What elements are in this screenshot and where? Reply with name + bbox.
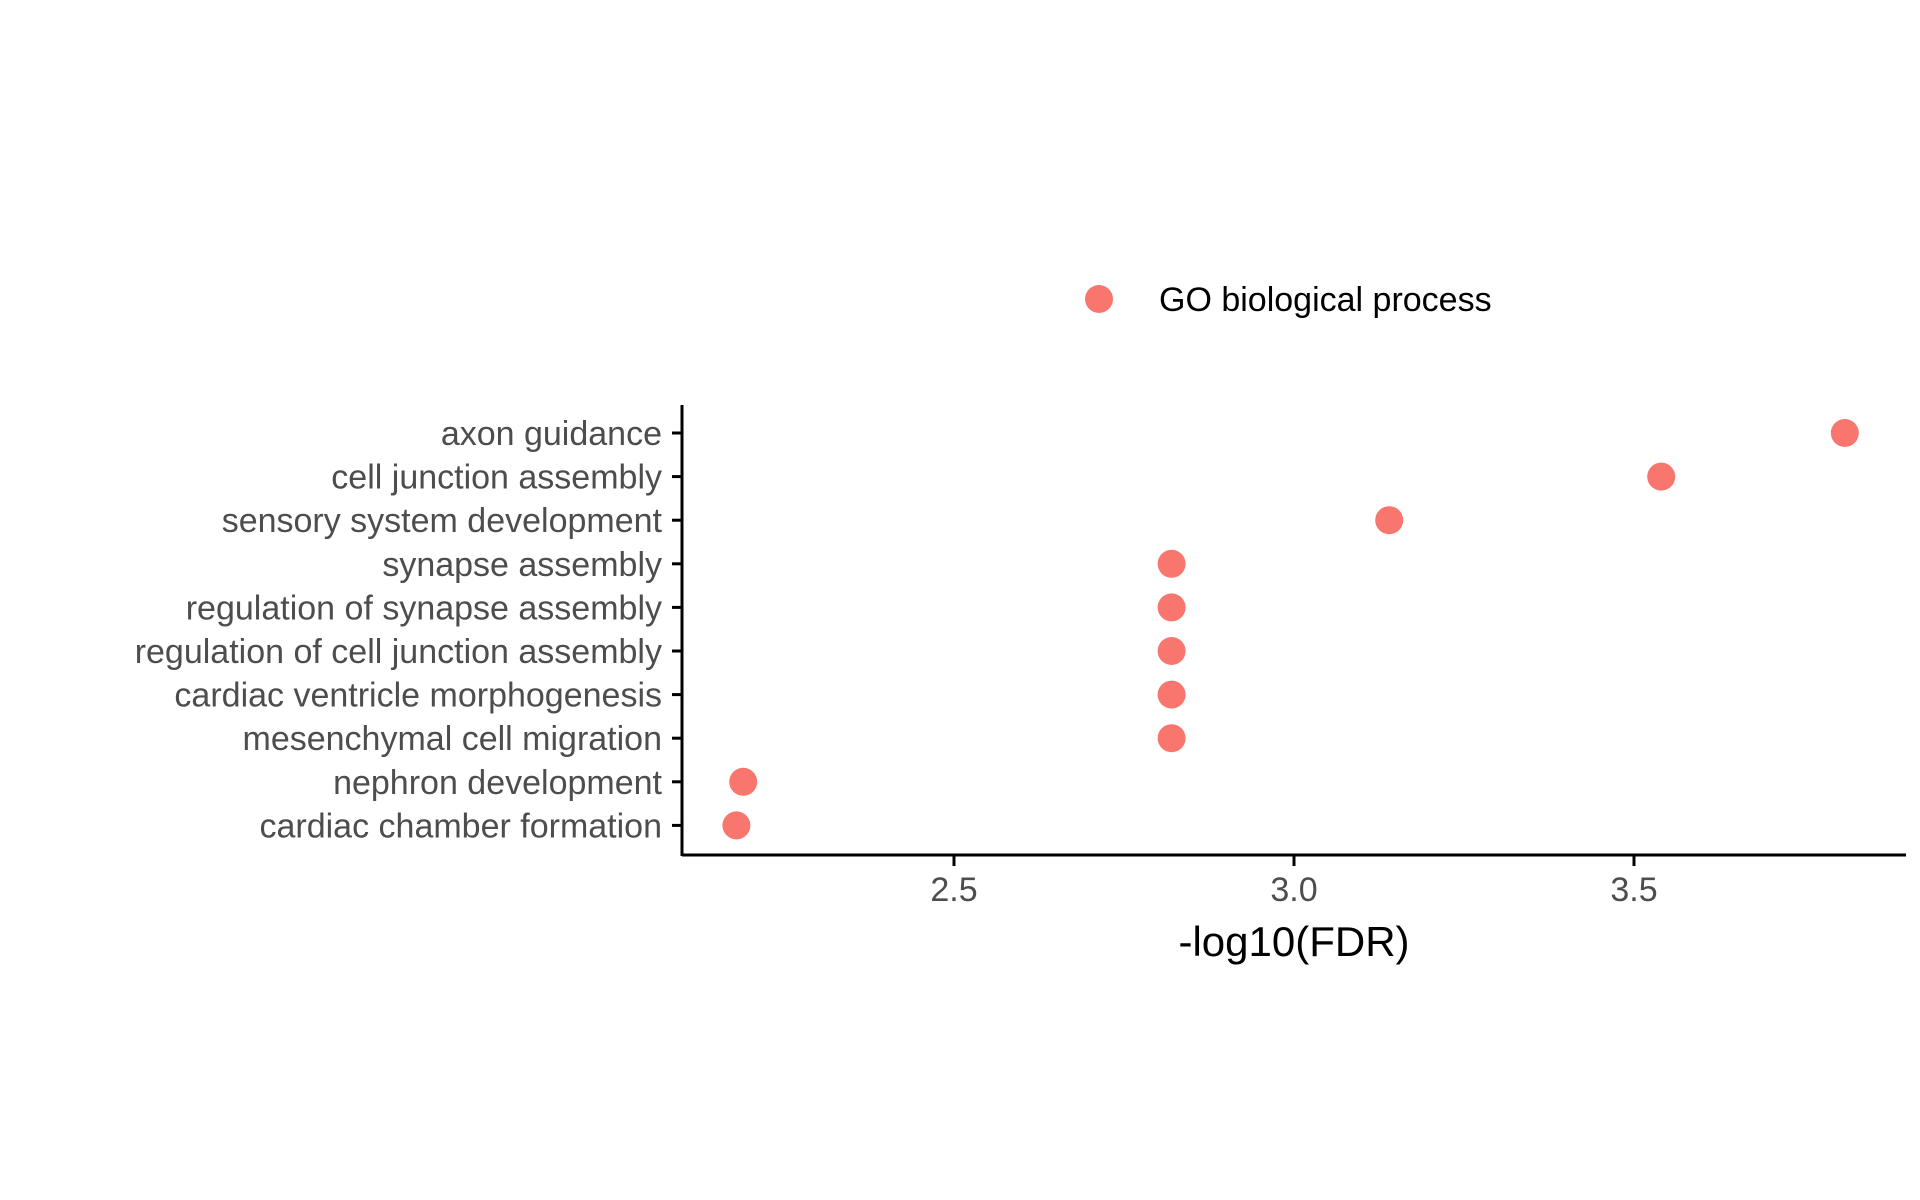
y-tick-label: regulation of synapse assembly	[186, 589, 662, 627]
data-point	[1157, 680, 1186, 709]
x-axis-title: -log10(FDR)	[1178, 918, 1409, 965]
y-ticks	[672, 431, 682, 827]
data-point	[729, 767, 758, 796]
x-tick-label: 2.5	[930, 871, 977, 909]
x-tick-label: 3.0	[1270, 871, 1317, 909]
y-tick-label: cardiac ventricle morphogenesis	[174, 677, 662, 715]
y-tick-label: nephron development	[333, 764, 662, 802]
x-ticks	[952, 855, 1636, 866]
x-tick-labels: 2.5 3.0 3.5	[930, 871, 1657, 909]
data-point	[1157, 724, 1186, 753]
data-point	[1647, 462, 1676, 491]
x-tick-label: 3.5	[1610, 871, 1657, 909]
x-axis: 2.5 3.0 3.5 -log10(FDR)	[682, 853, 1906, 965]
y-tick-label: mesenchymal cell migration	[243, 720, 663, 758]
y-tick-labels: axon guidance cell junction assembly senso…	[135, 415, 663, 845]
y-tick-label: regulation of cell junction assembly	[135, 633, 662, 671]
data-point	[1375, 506, 1404, 535]
data-points	[722, 419, 1859, 840]
legend-marker	[1085, 285, 1113, 313]
y-tick-label: sensory system development	[222, 502, 663, 540]
y-tick-label: axon guidance	[441, 415, 662, 453]
y-axis: axon guidance cell junction assembly senso…	[135, 405, 684, 856]
legend-label: GO biological process	[1159, 281, 1492, 319]
data-point	[722, 811, 751, 840]
legend: GO biological process	[1085, 281, 1492, 319]
data-point	[1157, 549, 1186, 578]
y-tick-label: cell junction assembly	[331, 459, 662, 497]
data-point	[1157, 593, 1186, 622]
data-point	[1830, 419, 1859, 447]
y-tick-label: synapse assembly	[382, 546, 662, 584]
y-tick-label: cardiac chamber formation	[259, 807, 662, 845]
data-point	[1157, 637, 1186, 665]
